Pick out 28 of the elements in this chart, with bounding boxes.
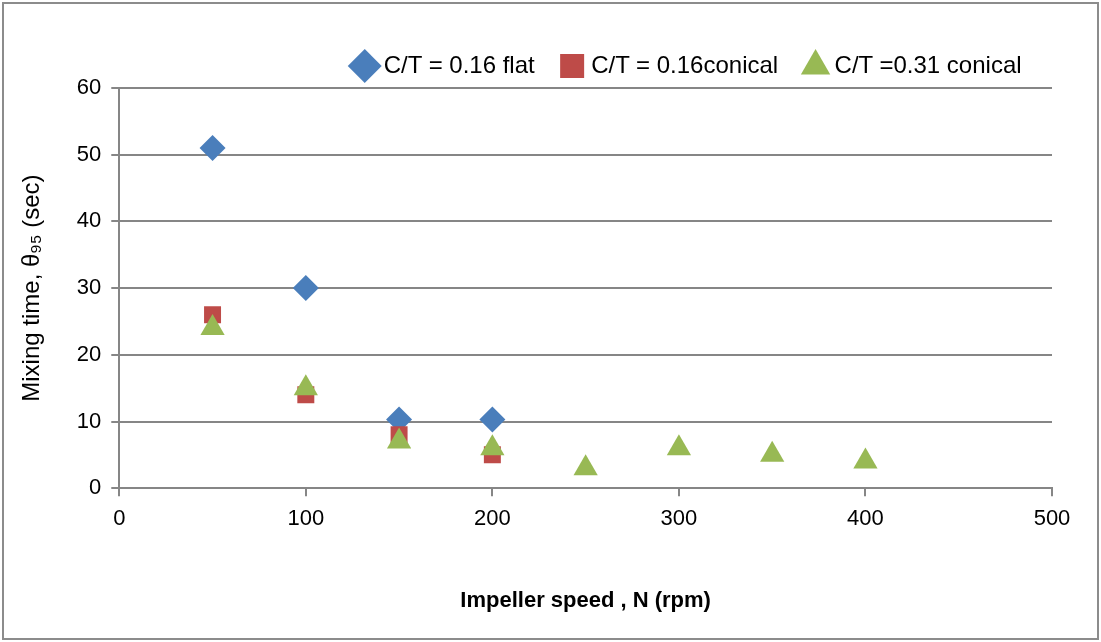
y-tick-label: 40 [76, 207, 102, 233]
point [293, 374, 318, 396]
point [200, 314, 225, 336]
x-tick-label: 400 [847, 505, 884, 531]
x-tick-label: 0 [113, 505, 126, 531]
point [386, 427, 412, 449]
y-tick-label: 0 [89, 474, 102, 500]
y-tick-label: 20 [76, 340, 102, 366]
y-tick-label: 30 [76, 274, 102, 300]
y-tick-label: 60 [76, 74, 102, 100]
legend-label: C/T =0.31 conical [834, 50, 1022, 78]
x-tick-label: 100 [287, 505, 325, 531]
point [573, 454, 598, 476]
point [853, 447, 878, 469]
point [480, 434, 505, 456]
x-tick-label: 300 [660, 505, 698, 531]
point [292, 275, 319, 302]
y-axis-title: Mixing time, θ₉₅ (sec) [17, 174, 45, 402]
y-tick-label: 50 [76, 140, 102, 166]
legend-label: C/T = 0.16 flat [383, 50, 536, 78]
point [666, 434, 692, 456]
x-axis-title: Impeller speed , N (rpm) [460, 586, 711, 612]
y-tick-label: 10 [76, 407, 102, 433]
point [199, 135, 226, 162]
point [760, 440, 785, 462]
legend-label: C/T = 0.16conical [591, 50, 779, 78]
x-tick-label: 200 [474, 505, 511, 531]
x-tick-label: 500 [1033, 505, 1071, 531]
